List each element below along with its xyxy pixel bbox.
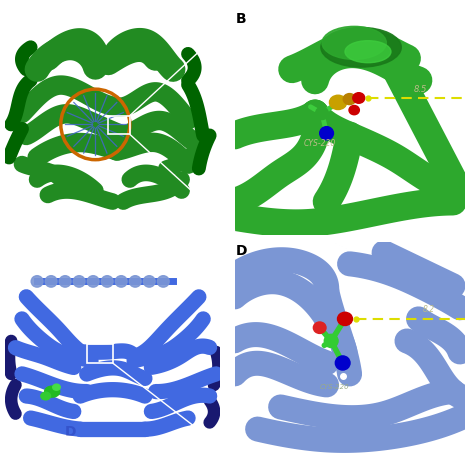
Ellipse shape	[73, 276, 85, 287]
Ellipse shape	[345, 41, 391, 63]
Ellipse shape	[353, 93, 365, 103]
Text: CYS-220: CYS-220	[319, 384, 349, 391]
Ellipse shape	[157, 276, 169, 287]
Ellipse shape	[349, 106, 359, 115]
Circle shape	[319, 127, 334, 140]
Ellipse shape	[143, 276, 155, 287]
Text: D: D	[65, 425, 77, 439]
Ellipse shape	[45, 276, 57, 287]
Circle shape	[324, 334, 338, 347]
Ellipse shape	[115, 276, 127, 287]
Ellipse shape	[31, 276, 43, 287]
Ellipse shape	[53, 384, 60, 390]
Text: 8.5: 8.5	[414, 85, 428, 94]
Ellipse shape	[87, 276, 99, 287]
Text: CYS-220: CYS-220	[303, 139, 336, 148]
Text: B: B	[236, 12, 246, 26]
Ellipse shape	[101, 276, 113, 287]
Ellipse shape	[329, 95, 346, 109]
Ellipse shape	[59, 276, 71, 287]
Ellipse shape	[129, 276, 141, 287]
Text: 8.2: 8.2	[423, 305, 435, 314]
Ellipse shape	[45, 386, 60, 397]
Ellipse shape	[321, 27, 401, 67]
Ellipse shape	[41, 392, 51, 400]
Circle shape	[316, 107, 328, 119]
Text: D: D	[236, 244, 247, 258]
Ellipse shape	[337, 312, 353, 326]
Ellipse shape	[313, 322, 326, 333]
Ellipse shape	[343, 93, 356, 105]
Bar	[108, 116, 130, 134]
Ellipse shape	[322, 27, 386, 59]
Circle shape	[335, 356, 350, 370]
Bar	[87, 344, 113, 363]
